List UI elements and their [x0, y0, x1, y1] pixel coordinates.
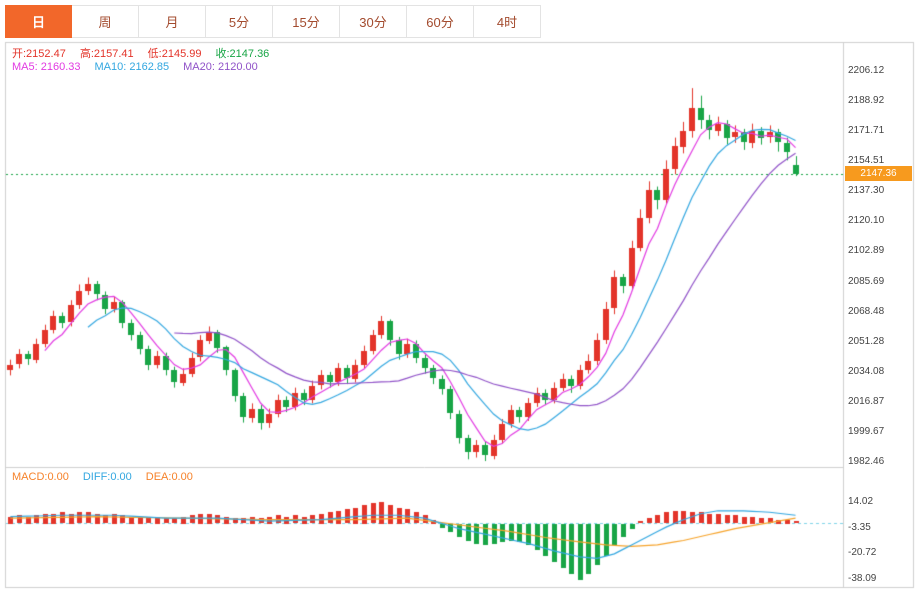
ma-ma10-value: MA10: 2162.85 [94, 61, 170, 73]
ohlc-open-value: 开:2152.47 [12, 48, 66, 60]
tab-30min[interactable]: 30分 [340, 5, 407, 38]
tab-month[interactable]: 月 [139, 5, 206, 38]
macd-axis-label: -38.09 [848, 573, 877, 585]
tab-week[interactable]: 周 [72, 5, 139, 38]
timeframe-tab-bar: 日周月 5分 15分 30分 60分 4时 [5, 5, 541, 38]
price-axis-label: 2102.89 [848, 245, 885, 257]
macd-axis-label: -20.72 [848, 547, 877, 559]
macd-diff-value: DIFF:0.00 [82, 471, 132, 483]
price-axis-label: 2120.10 [848, 215, 885, 227]
ohlc-high-value: 高:2157.41 [79, 48, 134, 60]
macd-axis-label: -3.35 [848, 521, 871, 533]
tab-60min[interactable]: 60分 [407, 5, 474, 38]
ohlc-low-value: 低:2145.99 [147, 48, 202, 60]
price-axis-label: 2171.71 [848, 125, 885, 137]
macd-axis-label: 14.02 [848, 495, 874, 507]
price-axis-label: 2051.28 [848, 335, 885, 347]
price-axis-label: 1999.67 [848, 425, 885, 437]
tab-5min[interactable]: 5分 [206, 5, 273, 38]
tab-15min[interactable]: 15分 [273, 5, 340, 38]
price-axis-label: 1982.46 [848, 456, 885, 467]
price-axis-label: 2034.08 [848, 365, 885, 377]
ohlc-close-value: 收:2147.36 [215, 48, 270, 60]
price-axis-label: 2206.12 [848, 64, 885, 76]
current-price-tag: 2147.36 [845, 165, 912, 181]
tab-4hour[interactable]: 4时 [474, 5, 541, 38]
ma-legend: MA5: 2160.33 MA10: 2162.85 MA20: 2120.00 [12, 61, 272, 73]
price-axis-label: 2068.48 [848, 305, 885, 317]
tab-day[interactable]: 日 [5, 5, 72, 38]
macd-legend: MACD:0.00 DIFF:0.00 DEA:0.00 [12, 471, 207, 483]
macd-macd-value: MACD:0.00 [12, 471, 69, 483]
price-axis-label: 2016.87 [848, 395, 885, 407]
macd-dea-value: DEA:0.00 [145, 471, 193, 483]
price-axis-label: 2085.69 [848, 275, 885, 287]
ma-ma20-value: MA20: 2120.00 [183, 61, 258, 73]
price-axis-label: 2137.30 [848, 185, 885, 197]
price-axis-label: 2188.92 [848, 95, 885, 107]
price-axis-label: 2154.51 [848, 155, 885, 167]
ohlc-legend: 开:2152.47 高:2157.41 低:2145.99 收:2147.36 [12, 45, 283, 61]
ma-ma5-value: MA5: 2160.33 [12, 61, 81, 73]
